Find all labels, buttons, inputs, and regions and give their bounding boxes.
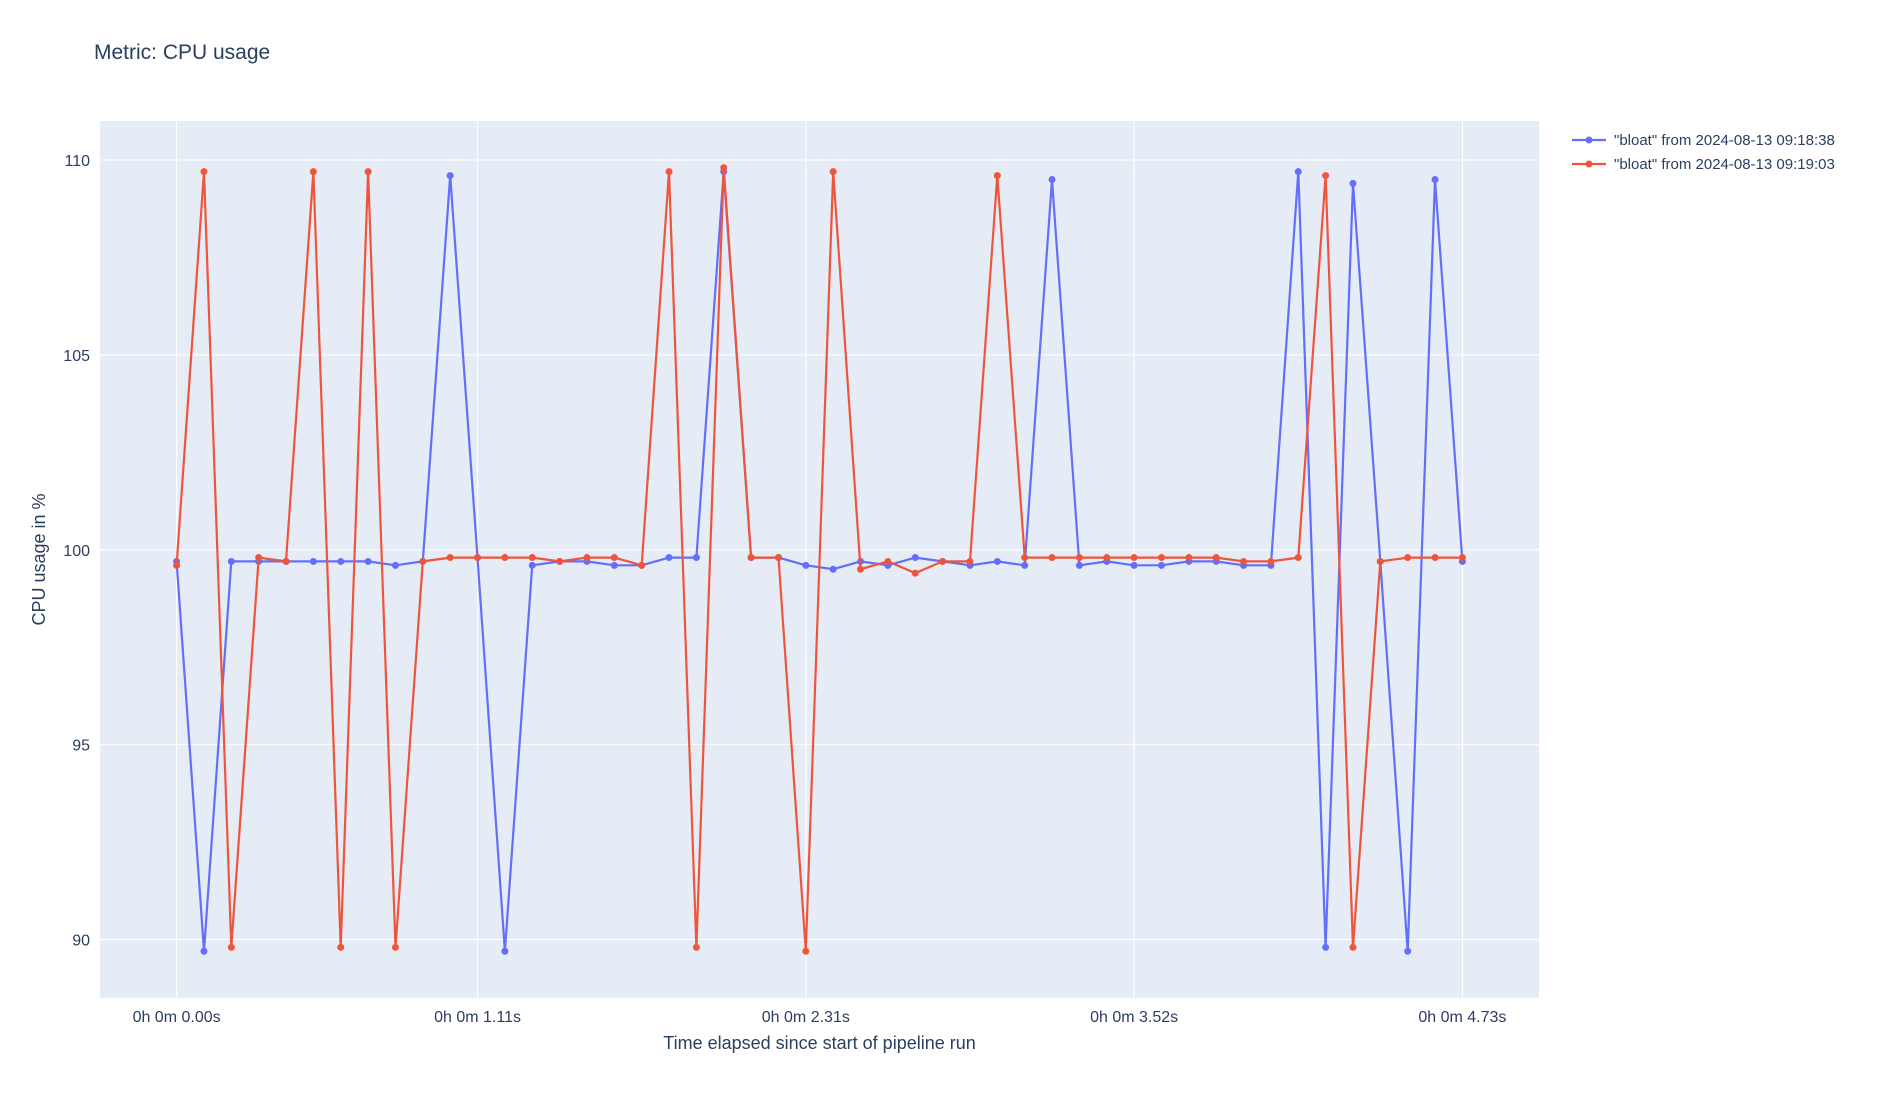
data-point[interactable] (693, 944, 700, 951)
data-point[interactable] (392, 944, 399, 951)
data-point[interactable] (365, 168, 372, 175)
data-point[interactable] (1322, 172, 1329, 179)
data-point[interactable] (1404, 948, 1411, 955)
data-point[interactable] (365, 558, 372, 565)
data-point[interactable] (1404, 554, 1411, 561)
data-point[interactable] (1021, 562, 1028, 569)
data-point[interactable] (994, 558, 1001, 565)
data-point[interactable] (802, 562, 809, 569)
data-point[interactable] (1459, 554, 1466, 561)
data-point[interactable] (392, 562, 399, 569)
data-point[interactable] (666, 554, 673, 561)
data-point[interactable] (283, 558, 290, 565)
data-point[interactable] (748, 554, 755, 561)
data-point[interactable] (1377, 558, 1384, 565)
data-point[interactable] (447, 172, 454, 179)
y-tick-label: 95 (72, 738, 90, 755)
data-point[interactable] (529, 562, 536, 569)
data-point[interactable] (1049, 554, 1056, 561)
data-point[interactable] (802, 948, 809, 955)
data-point[interactable] (638, 562, 645, 569)
data-point[interactable] (830, 168, 837, 175)
data-point[interactable] (857, 566, 864, 573)
data-point[interactable] (1322, 944, 1329, 951)
data-point[interactable] (1103, 554, 1110, 561)
data-point[interactable] (1158, 562, 1165, 569)
data-point[interactable] (1267, 558, 1274, 565)
data-point[interactable] (200, 948, 207, 955)
data-point[interactable] (912, 554, 919, 561)
data-point[interactable] (1213, 554, 1220, 561)
legend-label: "bloat" from 2024-08-13 09:19:03 (1614, 156, 1835, 173)
x-tick-labels: 0h 0m 0.00s 0h 0m 1.11s 0h 0m 2.31s 0h 0m 3… (133, 1009, 1507, 1026)
data-point[interactable] (583, 554, 590, 561)
y-axis-label: CPU usage in % (29, 493, 49, 625)
legend: "bloat" from 2024-08-13 09:18:38 "bloat" … (1572, 132, 1835, 173)
data-point[interactable] (775, 554, 782, 561)
data-point[interactable] (666, 168, 673, 175)
data-point[interactable] (419, 558, 426, 565)
data-point[interactable] (1158, 554, 1165, 561)
data-point[interactable] (255, 554, 262, 561)
data-point[interactable] (200, 168, 207, 175)
legend-label: "bloat" from 2024-08-13 09:18:38 (1614, 132, 1835, 149)
data-point[interactable] (830, 566, 837, 573)
data-point[interactable] (474, 554, 481, 561)
data-point[interactable] (611, 554, 618, 561)
data-point[interactable] (501, 948, 508, 955)
data-point[interactable] (310, 558, 317, 565)
data-point[interactable] (1240, 558, 1247, 565)
data-point[interactable] (1432, 554, 1439, 561)
data-point[interactable] (501, 554, 508, 561)
data-point[interactable] (693, 554, 700, 561)
data-point[interactable] (1131, 562, 1138, 569)
data-point[interactable] (939, 558, 946, 565)
data-point[interactable] (1185, 554, 1192, 561)
data-point[interactable] (1131, 554, 1138, 561)
data-point[interactable] (1295, 554, 1302, 561)
x-tick-label: 0h 0m 2.31s (762, 1009, 850, 1026)
y-tick-label: 100 (63, 543, 90, 560)
data-point[interactable] (1349, 180, 1356, 187)
data-point[interactable] (1432, 176, 1439, 183)
data-point[interactable] (720, 164, 727, 171)
y-tick-label: 105 (63, 348, 90, 365)
data-point[interactable] (337, 944, 344, 951)
y-tick-label: 90 (72, 933, 90, 950)
y-tick-labels: 90 95 100 105 110 (63, 153, 90, 950)
x-tick-label: 0h 0m 4.73s (1418, 1009, 1506, 1026)
data-point[interactable] (1349, 944, 1356, 951)
data-point[interactable] (173, 562, 180, 569)
data-point[interactable] (912, 570, 919, 577)
legend-item-1[interactable]: "bloat" from 2024-08-13 09:18:38 (1572, 132, 1835, 149)
legend-swatch-marker (1586, 137, 1593, 144)
data-point[interactable] (994, 172, 1001, 179)
data-point[interactable] (1049, 176, 1056, 183)
data-point[interactable] (228, 558, 235, 565)
legend-swatch-marker (1586, 161, 1593, 168)
x-tick-label: 0h 0m 3.52s (1090, 1009, 1178, 1026)
data-point[interactable] (529, 554, 536, 561)
chart-title: Metric: CPU usage (94, 41, 270, 64)
data-point[interactable] (228, 944, 235, 951)
data-point[interactable] (966, 558, 973, 565)
data-point[interactable] (310, 168, 317, 175)
data-point[interactable] (1021, 554, 1028, 561)
data-point[interactable] (884, 558, 891, 565)
x-tick-label: 0h 0m 0.00s (133, 1009, 221, 1026)
y-tick-label: 110 (64, 153, 90, 170)
data-point[interactable] (556, 558, 563, 565)
data-point[interactable] (611, 562, 618, 569)
data-point[interactable] (1295, 168, 1302, 175)
data-point[interactable] (447, 554, 454, 561)
data-point[interactable] (337, 558, 344, 565)
legend-item-2[interactable]: "bloat" from 2024-08-13 09:19:03 (1572, 156, 1835, 173)
x-tick-label: 0h 0m 1.11s (434, 1009, 521, 1026)
data-point[interactable] (1076, 554, 1083, 561)
data-point[interactable] (1076, 562, 1083, 569)
x-axis-label: Time elapsed since start of pipeline run (663, 1033, 976, 1053)
